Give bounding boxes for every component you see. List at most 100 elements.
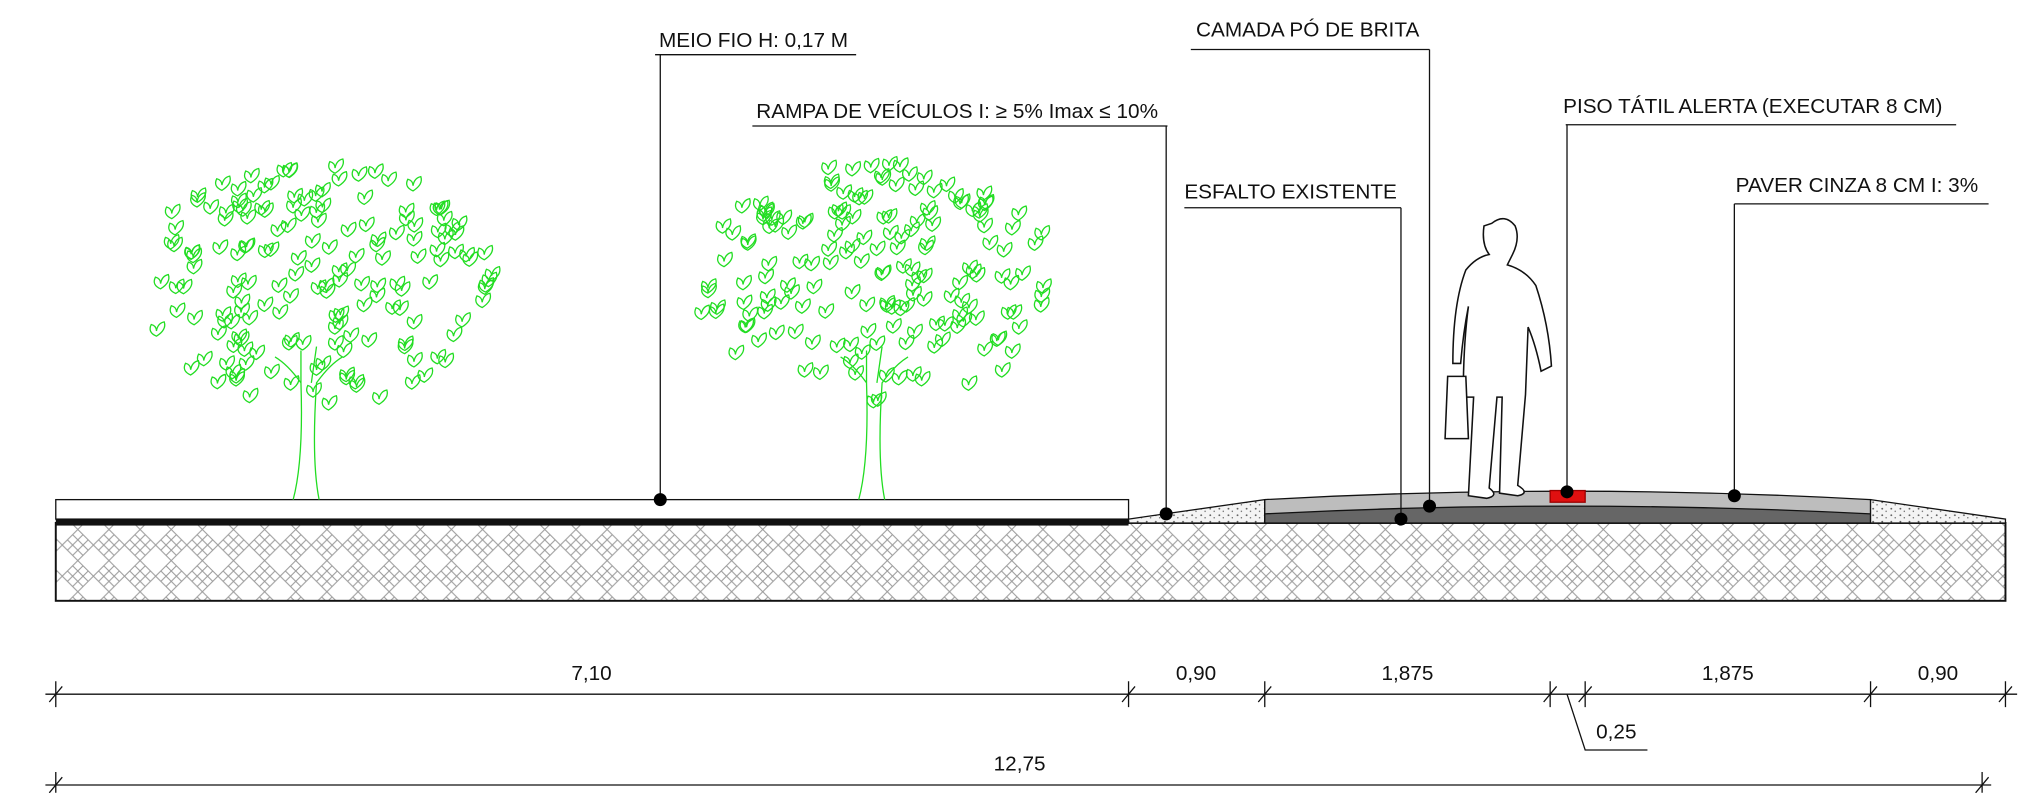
tree-leaf <box>1016 266 1031 280</box>
tree-leaf <box>430 243 445 257</box>
tree-leaf <box>885 300 900 314</box>
section-drawing: MEIO FIO H: 0,17 M RAMPA DE VEÍCULOS I: … <box>0 0 2034 793</box>
tree-leaf <box>997 243 1012 257</box>
tree-leaf <box>259 203 274 217</box>
tree-leaf <box>170 303 185 317</box>
tree-leaf <box>805 256 820 270</box>
tree-leaf <box>369 164 384 178</box>
tree-leaf <box>239 356 254 370</box>
tree-leaf <box>978 342 993 356</box>
tree-leaf <box>243 388 258 402</box>
tree-leaf <box>806 335 821 349</box>
tree-leaf <box>273 305 288 319</box>
tree-leaf <box>395 282 410 296</box>
tree-leaf <box>371 278 386 292</box>
tree-leaf <box>854 254 869 268</box>
tree-leaf <box>478 246 493 260</box>
tree-leaf <box>376 251 391 265</box>
tree-leaf <box>995 363 1010 377</box>
tree-leaf <box>344 328 359 342</box>
tree-leaf <box>1012 320 1027 334</box>
tree-leaf <box>243 310 258 324</box>
tree-leaf <box>231 273 246 287</box>
tree-leaf <box>737 275 752 289</box>
tree-leaf <box>910 214 925 228</box>
tree-leaf <box>213 240 228 254</box>
tree-leaf <box>782 225 797 239</box>
tree-leaf <box>407 232 422 246</box>
tree-leaf <box>258 297 273 311</box>
tree-leaf <box>476 293 491 307</box>
tree-leaf <box>963 299 978 313</box>
tree-leaf <box>284 289 299 303</box>
tree-leaf <box>736 199 751 213</box>
tree-leaf <box>362 333 377 347</box>
tree-leaf <box>822 242 837 256</box>
tree-leaf <box>150 322 165 336</box>
tree-leaf <box>188 310 203 324</box>
tree-leaf <box>908 324 923 338</box>
ground <box>56 491 2006 601</box>
tree-leaf <box>887 319 902 333</box>
callout-label: MEIO FIO H: 0,17 M <box>659 29 848 52</box>
tree-leaf <box>204 200 219 214</box>
tree-leaf <box>1005 344 1020 358</box>
trees <box>150 157 1051 500</box>
tree-leaf <box>716 219 731 233</box>
tree-leaf <box>169 221 184 235</box>
dimension-label: 12,75 <box>994 753 1046 776</box>
tree-leaf <box>359 217 374 231</box>
tree-leaf <box>289 267 304 281</box>
tree-leaf <box>355 277 370 291</box>
tree-leaf <box>737 295 752 309</box>
tree-leaf <box>889 177 904 191</box>
tree-leaf <box>983 236 998 250</box>
tree-leaf <box>823 255 838 269</box>
tree-leaf <box>977 186 992 200</box>
tree-leaf <box>1006 221 1021 235</box>
tree-leaf <box>407 315 422 329</box>
tree-leaf <box>1007 305 1022 319</box>
callout-label: PAVER CINZA 8 CM I: 3% <box>1736 174 1979 197</box>
tree-leaf <box>349 249 364 263</box>
tree-leaf <box>407 177 422 191</box>
tree-leaf <box>822 160 837 174</box>
tree-leaf <box>830 338 845 352</box>
tree-leaf <box>759 269 774 283</box>
tree-leaf <box>231 246 246 260</box>
dimension-label: 0,90 <box>1176 662 1216 685</box>
tree-leaf <box>819 304 834 318</box>
tree-leaf <box>357 297 372 311</box>
tree-leaf <box>154 275 169 289</box>
tree-leaf <box>245 168 260 182</box>
tree-leaf <box>861 324 876 338</box>
tree-leaf <box>915 372 930 386</box>
tree-leaf <box>329 159 344 173</box>
tree-leaf <box>411 249 426 263</box>
tree-leaf <box>399 203 414 217</box>
tree-leaf <box>390 225 405 239</box>
tree-leaf <box>235 294 250 308</box>
tree-leaf <box>752 333 767 347</box>
tree-leaf <box>288 189 303 203</box>
tree-leaf <box>164 235 179 249</box>
tree-leaf <box>758 305 773 319</box>
tree-leaf <box>216 176 231 190</box>
tree-leaf <box>769 325 784 339</box>
tree-leaf <box>1012 206 1027 220</box>
tree-leaf <box>1028 236 1043 250</box>
dimension-label: 7,10 <box>571 662 611 685</box>
tree-leaf <box>341 222 356 236</box>
tree-leaf <box>978 218 993 232</box>
dimension-label: 1,875 <box>1702 662 1754 685</box>
callout-label: ESFALTO EXISTENTE <box>1184 181 1397 204</box>
tree-trunk <box>841 347 908 500</box>
tree-leaf <box>845 285 860 299</box>
tree-leaf <box>860 297 875 311</box>
tree-leaf <box>807 279 822 293</box>
dimension-label: 1,875 <box>1381 662 1433 685</box>
tree-leaf <box>449 244 464 258</box>
tree-leaf <box>995 269 1010 283</box>
tree-leaf <box>762 257 777 271</box>
tree-leaf <box>814 365 829 379</box>
